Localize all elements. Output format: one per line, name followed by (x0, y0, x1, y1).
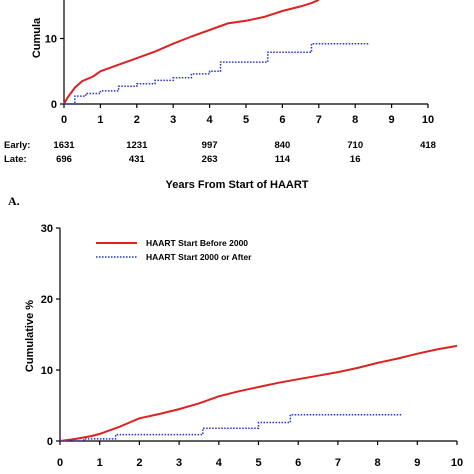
risk-table-value: 696 (56, 154, 72, 165)
panel-b-y-tick-label: 10 (41, 365, 53, 377)
panel-b-chart: Cumulative % 0 10 20 30 0 1 2 3 4 5 6 7 8 9 10 HAART … (24, 223, 463, 469)
panel-b-x-tick-label: 9 (414, 457, 420, 469)
risk-table-value: 997 (202, 140, 218, 151)
risk-table-value: 263 (202, 154, 218, 165)
panel-b-series-before-2000 (59, 344, 458, 442)
panel-b-y-tick-label: 0 (47, 436, 53, 448)
risk-table-value: 1231 (126, 140, 148, 151)
panel-b-series-2000-or-after (60, 413, 402, 442)
panel-a-x-tick-label: 6 (279, 114, 285, 126)
panel-a-x-tick-label: 0 (61, 114, 67, 126)
panel-b-x-tick-label: 6 (295, 457, 301, 469)
risk-table-row-label: Late: (4, 154, 27, 165)
panel-a-x-tick-label: 7 (316, 114, 322, 126)
panel-b-x-tick-label: 8 (375, 457, 381, 469)
panel-a-series-late (64, 42, 370, 105)
panel-a-y-axis-label: Cumula (31, 17, 43, 58)
panel-a-x-tick-label: 4 (207, 114, 214, 126)
panel-b-y-axis-label: Cumulative % (24, 300, 36, 372)
panel-a-x-tick-label: 9 (389, 114, 395, 126)
panel-b-x-tick-label: 1 (97, 457, 103, 469)
panel-b-legend: HAART Start Before 2000 HAART Start 2000 … (96, 238, 252, 262)
panel-b-x-tick-label: 4 (216, 457, 223, 469)
panel-b-x-tick-label: 5 (255, 457, 261, 469)
panel-b-x-tick-label: 10 (451, 457, 463, 469)
legend-entry-label: HAART Start 2000 or After (146, 252, 252, 262)
panel-a-x-tick-label: 2 (134, 114, 140, 126)
panel-a-label: A. (8, 194, 20, 208)
panel-b-x-tick-label: 0 (57, 457, 63, 469)
panel-a-x-tick-label: 5 (243, 114, 249, 126)
panel-a-x-tick-label: 8 (352, 114, 358, 126)
panel-a-x-tick-label: 3 (170, 114, 176, 126)
panel-a-chart: Cumula 0 10 0 1 2 3 4 5 6 7 8 9 10 Early: 1631 1231 99… (4, 0, 436, 208)
risk-table-value: 840 (274, 140, 290, 151)
panel-a-x-axis-label: Years From Start of HAART (165, 179, 308, 191)
panel-a-series-early (63, 0, 320, 105)
panel-a-x-tick-label: 1 (97, 114, 103, 126)
panel-b-y-tick-label: 30 (41, 223, 53, 235)
legend-entry-label: HAART Start Before 2000 (146, 238, 248, 248)
risk-table-row-label: Early: (4, 140, 30, 151)
risk-table-value: 418 (420, 140, 436, 151)
risk-table-value: 1631 (53, 140, 75, 151)
panel-b-x-tick-label: 2 (136, 457, 142, 469)
panel-b-x-tick-label: 7 (335, 457, 341, 469)
panel-b-y-tick-label: 20 (41, 294, 53, 306)
risk-table-value: 16 (350, 154, 361, 165)
risk-table-value: 710 (347, 140, 363, 151)
panel-a-y-tick-label: 0 (51, 99, 57, 111)
panel-b-x-tick-label: 3 (176, 457, 182, 469)
panel-a-y-tick-label: 10 (45, 34, 57, 46)
panel-a-x-tick-label: 10 (422, 114, 434, 126)
risk-table-value: 114 (275, 154, 291, 165)
risk-table-value: 431 (129, 154, 146, 165)
